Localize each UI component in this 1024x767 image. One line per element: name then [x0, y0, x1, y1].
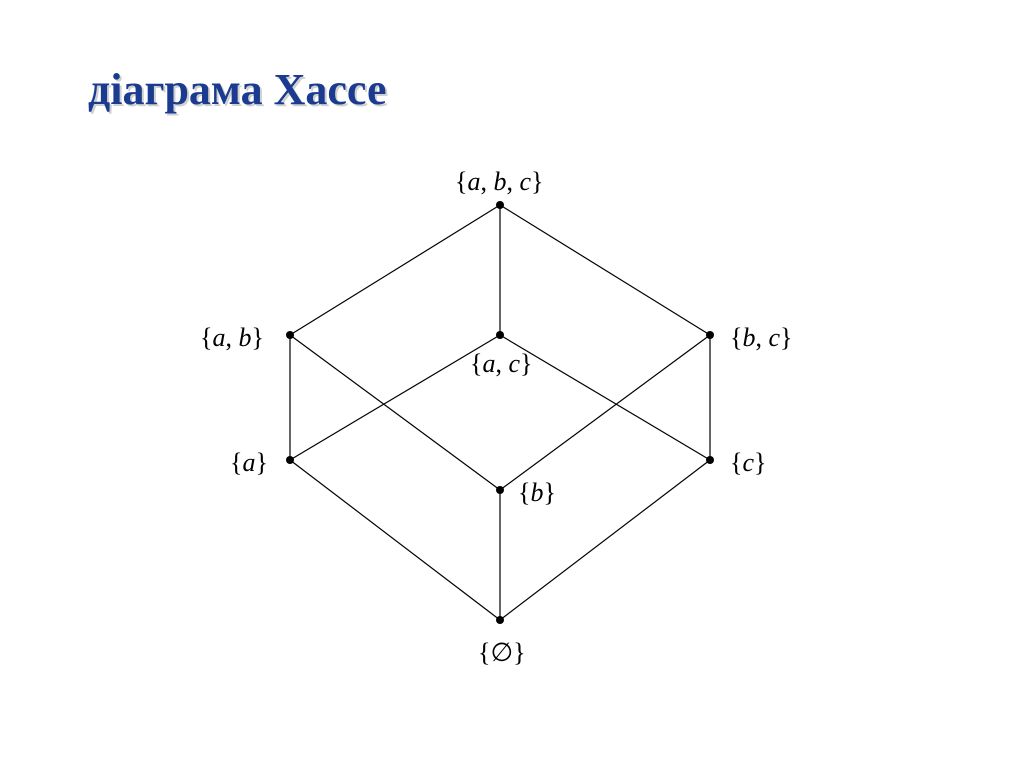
node-top — [496, 201, 504, 209]
node-bc — [706, 331, 714, 339]
node-ac — [496, 331, 504, 339]
node-c — [706, 456, 714, 464]
edge — [290, 460, 500, 620]
node-label-ab: {a, b} — [200, 323, 264, 353]
node-bottom — [496, 616, 504, 624]
node-label-a: {a} — [230, 448, 268, 478]
node-label-c: {c} — [730, 448, 767, 478]
edge — [290, 335, 500, 460]
node-b — [496, 486, 504, 494]
edge — [500, 205, 710, 335]
node-label-bottom: {∅} — [478, 638, 526, 668]
node-label-b: {b} — [518, 478, 556, 508]
edge — [290, 205, 500, 335]
node-a — [286, 456, 294, 464]
node-label-bc: {b, c} — [730, 323, 793, 353]
edge — [290, 335, 500, 490]
node-ab — [286, 331, 294, 339]
node-label-top: {a, b, c} — [455, 167, 544, 197]
node-label-ac: {a, c} — [470, 349, 533, 379]
